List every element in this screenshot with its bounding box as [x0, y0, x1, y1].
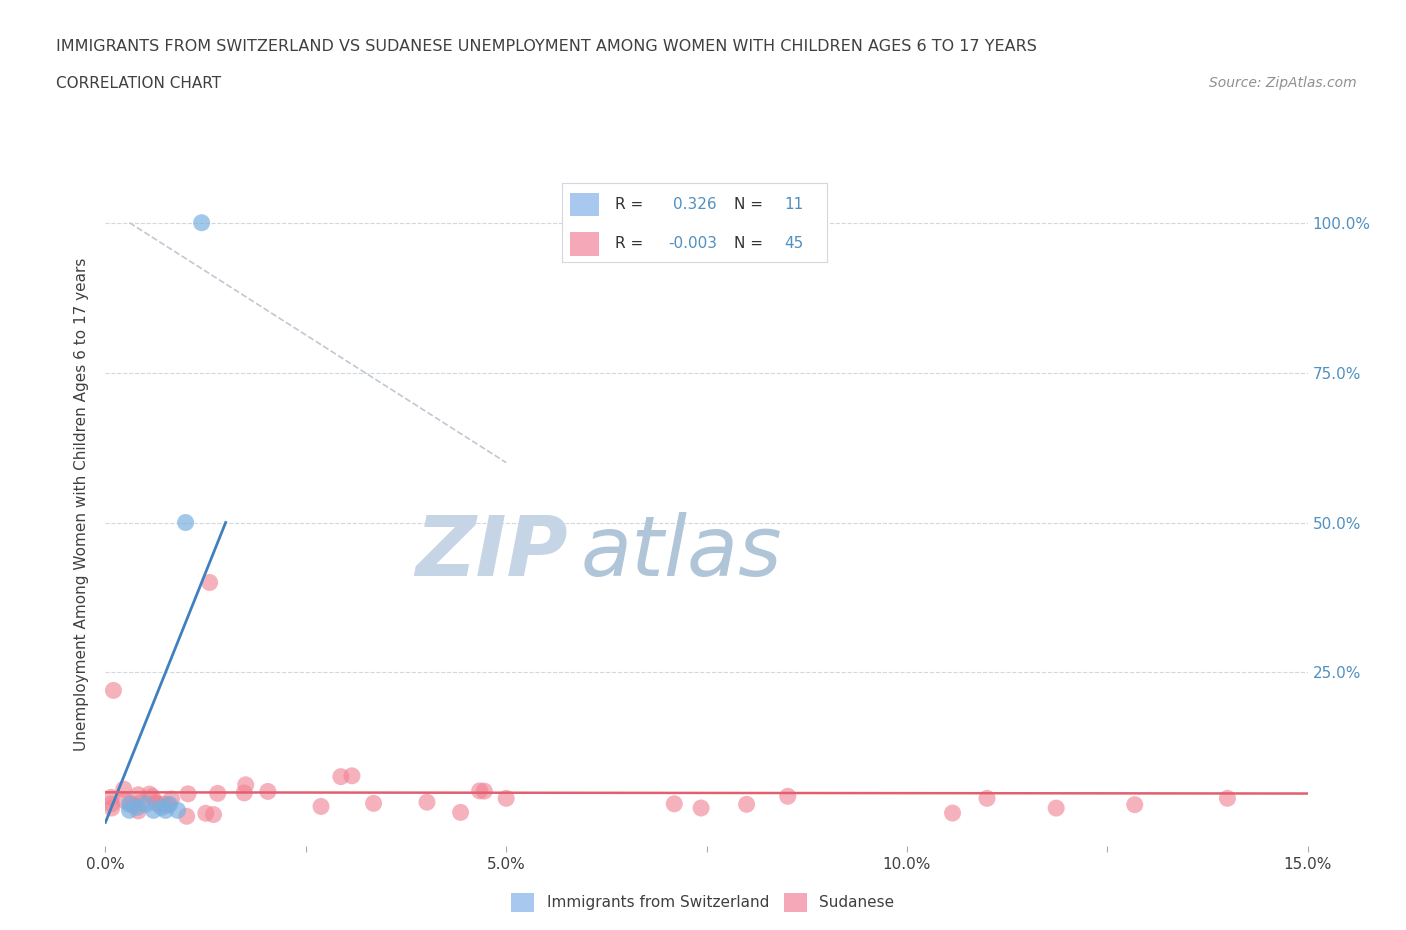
Text: IMMIGRANTS FROM SWITZERLAND VS SUDANESE UNEMPLOYMENT AMONG WOMEN WITH CHILDREN A: IMMIGRANTS FROM SWITZERLAND VS SUDANESE …: [56, 39, 1038, 54]
Point: [198, 575, 221, 590]
Text: -0.003: -0.003: [668, 236, 717, 251]
Point: [135, 797, 157, 812]
Point: [495, 790, 517, 805]
Point: [127, 804, 149, 818]
Point: [146, 796, 169, 811]
Point: [141, 790, 163, 804]
Point: [1045, 801, 1067, 816]
Point: [941, 805, 963, 820]
Point: [127, 788, 149, 803]
Point: [176, 809, 198, 824]
Point: [166, 803, 188, 817]
FancyBboxPatch shape: [571, 232, 599, 256]
Point: [309, 799, 332, 814]
Point: [142, 803, 165, 817]
Point: [329, 769, 352, 784]
Point: [776, 789, 799, 804]
Point: [416, 795, 439, 810]
Point: [145, 795, 167, 810]
Text: R =: R =: [616, 236, 644, 251]
Point: [363, 796, 385, 811]
FancyBboxPatch shape: [571, 193, 599, 217]
Point: [202, 807, 225, 822]
Point: [120, 796, 142, 811]
Point: [257, 784, 280, 799]
Point: [124, 798, 146, 813]
Point: [177, 787, 200, 802]
Text: Source: ZipAtlas.com: Source: ZipAtlas.com: [1209, 76, 1357, 90]
Text: 11: 11: [785, 197, 804, 212]
Y-axis label: Unemployment Among Women with Children Ages 6 to 17 years: Unemployment Among Women with Children A…: [75, 258, 90, 751]
Point: [160, 791, 183, 806]
Point: [129, 795, 152, 810]
Point: [112, 782, 135, 797]
Point: [153, 796, 176, 811]
Point: [194, 805, 217, 820]
Text: CORRELATION CHART: CORRELATION CHART: [56, 76, 221, 91]
Point: [118, 803, 141, 817]
Point: [468, 783, 491, 798]
Point: [138, 787, 160, 802]
Point: [150, 800, 173, 815]
Text: R =: R =: [616, 197, 644, 212]
Point: [472, 784, 495, 799]
Point: [114, 793, 136, 808]
Text: N =: N =: [734, 236, 763, 251]
Point: [174, 515, 197, 530]
Point: [100, 796, 122, 811]
Point: [127, 800, 149, 815]
Text: N =: N =: [734, 197, 763, 212]
Point: [101, 801, 124, 816]
Point: [157, 798, 180, 813]
Point: [1123, 797, 1146, 812]
Text: atlas: atlas: [581, 512, 782, 592]
Point: [100, 790, 122, 804]
Point: [103, 683, 125, 698]
Point: [155, 803, 177, 817]
Point: [159, 797, 181, 812]
Point: [190, 215, 212, 230]
Legend: Immigrants from Switzerland, Sudanese: Immigrants from Switzerland, Sudanese: [505, 887, 901, 918]
Point: [664, 796, 686, 811]
Point: [976, 790, 998, 805]
Text: ZIP: ZIP: [416, 512, 568, 592]
Text: 0.326: 0.326: [673, 197, 717, 212]
Point: [735, 797, 758, 812]
Text: 45: 45: [785, 236, 804, 251]
Point: [118, 797, 141, 812]
Point: [340, 768, 363, 783]
Point: [207, 786, 229, 801]
Point: [690, 801, 713, 816]
Point: [233, 786, 256, 801]
Point: [235, 777, 257, 792]
Point: [1216, 790, 1239, 805]
Point: [450, 805, 472, 820]
